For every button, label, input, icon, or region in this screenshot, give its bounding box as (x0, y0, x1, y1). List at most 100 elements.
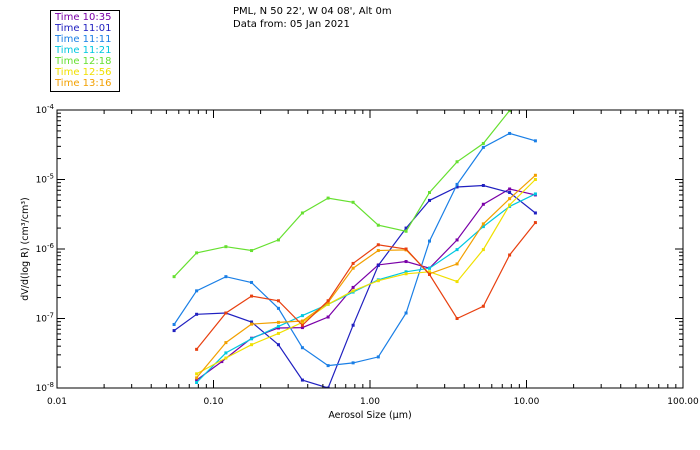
data-point (376, 279, 380, 283)
date-info: Data from: 05 Jan 2021 (233, 19, 350, 30)
data-point (455, 280, 459, 284)
x-axis-title: Aerosol Size (µm) (328, 410, 411, 421)
data-point (455, 248, 459, 252)
data-point (250, 343, 254, 347)
station-info: PML, N 50 22', W 04 08', Alt 0m (233, 6, 392, 17)
data-point (455, 317, 459, 320)
series-5 (172, 110, 512, 279)
data-point (376, 263, 380, 267)
data-point (455, 160, 459, 164)
axis-ticks: 0.01 0.10 1.00 10.00 100.0010-810-710-610-51… (36, 103, 699, 407)
legend-entry: Time 11:21 (55, 45, 112, 56)
y-tick-exponent: -4 (47, 103, 55, 111)
data-point (276, 343, 280, 347)
y-tick-label: 10-4 (36, 103, 55, 116)
data-point (428, 191, 432, 195)
data-point (276, 326, 280, 330)
y-axis-title: dV/d(log R) (cm³/cm³) (20, 197, 31, 300)
data-point (300, 346, 304, 350)
data-point (326, 386, 330, 388)
data-point (508, 203, 512, 207)
data-point (376, 249, 380, 253)
data-point (351, 200, 355, 204)
data-point (276, 299, 280, 303)
data-point (195, 378, 199, 382)
x-tick-label: 10.00 (514, 397, 540, 407)
series-line (196, 188, 536, 381)
y-tick-label: 10-6 (36, 242, 55, 255)
data-point (533, 192, 537, 196)
data-point (172, 329, 176, 333)
data-point (276, 238, 280, 242)
legend-entry: Time 11:11 (55, 34, 112, 45)
data-point (351, 323, 355, 327)
data-point (404, 272, 408, 276)
y-tick-label: 10-8 (36, 381, 54, 394)
data-point (455, 185, 459, 189)
data-point (224, 341, 228, 345)
y-tick-label: 10-5 (36, 173, 54, 186)
data-point (533, 211, 537, 215)
data-point (404, 260, 408, 264)
x-tick-label: 100.00 (667, 397, 699, 407)
data-point (276, 306, 280, 310)
data-point (508, 131, 512, 135)
data-point (428, 266, 432, 270)
data-point (404, 311, 408, 315)
y-tick-mantissa: 10 (36, 176, 48, 186)
data-point (533, 221, 537, 225)
data-point (326, 364, 330, 368)
data-point (172, 322, 176, 326)
data-point (224, 351, 228, 355)
data-point (276, 324, 280, 328)
data-point (481, 145, 485, 149)
data-point (376, 243, 380, 247)
data-point (481, 202, 485, 206)
data-point (533, 178, 537, 181)
data-point (508, 197, 512, 201)
data-point (250, 322, 254, 326)
data-point (481, 183, 485, 187)
data-point (300, 323, 304, 327)
y-tick-exponent: -5 (47, 173, 54, 181)
data-point (428, 270, 432, 274)
data-point (481, 222, 485, 226)
data-point (428, 198, 432, 202)
data-point (250, 294, 254, 298)
data-point (481, 248, 485, 252)
y-tick-label: 10-7 (36, 312, 54, 325)
data-point (300, 319, 304, 323)
data-point (276, 331, 280, 335)
y-tick-exponent: -6 (47, 242, 55, 250)
y-tick-mantissa: 10 (36, 384, 48, 394)
data-point (376, 223, 380, 227)
legend: Time 10:35 Time 11:01 Time 11:11 Time 11:21… (50, 10, 121, 92)
data-point (351, 261, 355, 265)
data-point (250, 320, 254, 324)
data-point (508, 187, 512, 191)
data-point (195, 312, 199, 316)
data-point (326, 300, 330, 304)
data-point (195, 376, 199, 380)
series-2 (172, 183, 537, 388)
y-tick-mantissa: 10 (36, 315, 48, 325)
data-point (326, 302, 330, 306)
data-point (428, 239, 432, 243)
x-tick-label: 0.10 (203, 397, 223, 407)
data-point (224, 356, 228, 360)
data-point (250, 337, 254, 341)
data-point (220, 360, 224, 364)
data-point (276, 320, 280, 324)
data-point (195, 347, 199, 351)
y-tick-mantissa: 10 (36, 245, 48, 255)
data-point (195, 289, 199, 293)
series-line (196, 174, 536, 379)
x-tick-label: 0.01 (47, 397, 67, 407)
data-point (481, 304, 485, 308)
data-point (376, 355, 380, 359)
data-point (224, 245, 228, 249)
data-point (351, 361, 355, 365)
x-tick-label: 1.00 (360, 397, 380, 407)
y-tick-exponent: -7 (47, 312, 54, 320)
